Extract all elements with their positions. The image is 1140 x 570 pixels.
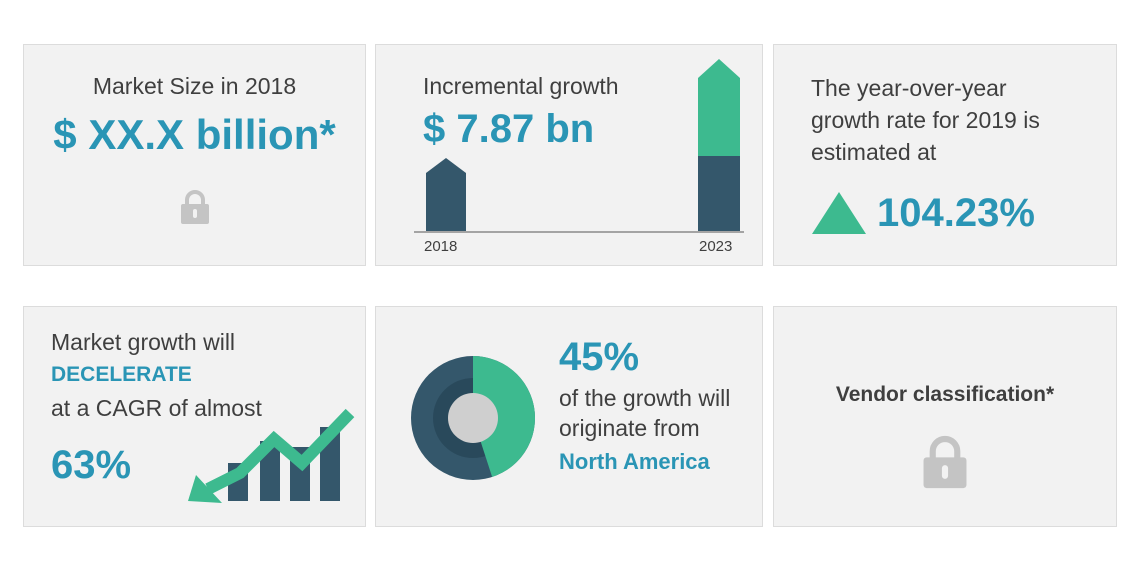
region-line-1: of the growth will [559,385,731,411]
region-line-2: originate from [559,415,700,441]
year-end-label: 2023 [699,238,733,255]
yoy-line-1: The year-over-year [811,75,1007,101]
lock-icon [181,190,209,224]
declining-trend-icon [188,408,355,503]
vendor-classification-card: Vendor classification* [773,306,1117,527]
region-share-card: 45% of the growth will originate from No… [375,306,763,527]
year-start-label: 2018 [424,238,458,255]
cagr-line-1: Market growth will [51,329,236,355]
triangle-up-icon [812,192,866,234]
yoy-value: 104.23% [877,191,1035,235]
growth-bars-chart [414,59,744,233]
bar-2023-base [698,156,740,231]
lock-icon [923,435,967,489]
cagr-emphasis: DECELERATE [51,363,192,386]
cagr-card: Market growth will DECELERATE at a CAGR … [23,306,366,527]
region-share-value: 45% [559,335,640,379]
yoy-growth-card: The year-over-year growth rate for 2019 … [773,44,1117,266]
market-size-label: Market Size in 2018 [92,73,297,99]
incremental-growth-value: $ 7.87 bn [423,107,595,151]
vendor-classification-label: Vendor classification* [835,383,1055,406]
cagr-value: 63% [51,443,132,487]
incremental-growth-label: Incremental growth [423,73,619,99]
cagr-line-3: at a CAGR of almost [51,395,262,421]
region-name: North America [559,449,710,474]
market-size-card: Market Size in 2018 $ XX.X billion* [23,44,366,266]
yoy-line-3: estimated at [811,139,937,165]
bar-2023-increment [698,59,740,156]
market-size-value: $ XX.X billion* [53,111,336,158]
incremental-growth-card: Incremental growth $ 7.87 bn 2018 2023 [375,44,763,266]
bar-2018 [426,158,466,231]
donut-chart-icon [411,356,536,480]
yoy-line-2: growth rate for 2019 is [811,107,1040,133]
